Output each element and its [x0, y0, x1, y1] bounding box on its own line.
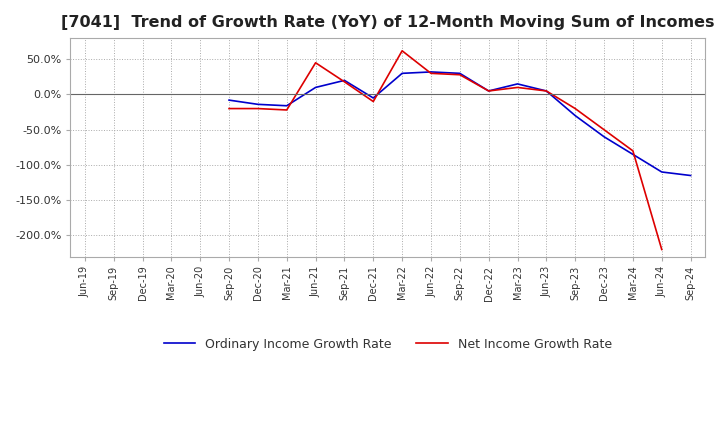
Net Income Growth Rate [225, 106, 233, 111]
Ordinary Income Growth Rate [369, 95, 377, 101]
Net Income Growth Rate [253, 106, 262, 111]
Ordinary Income Growth Rate [571, 113, 580, 118]
Net Income Growth Rate [571, 106, 580, 111]
Net Income Growth Rate [542, 88, 551, 94]
Ordinary Income Growth Rate [398, 71, 407, 76]
Ordinary Income Growth Rate [427, 69, 436, 74]
Net Income Growth Rate [427, 71, 436, 76]
Ordinary Income Growth Rate [629, 152, 637, 157]
Ordinary Income Growth Rate [311, 85, 320, 90]
Ordinary Income Growth Rate [225, 98, 233, 103]
Net Income Growth Rate [513, 85, 522, 90]
Net Income Growth Rate [398, 48, 407, 53]
Ordinary Income Growth Rate [542, 88, 551, 94]
Net Income Growth Rate [629, 148, 637, 154]
Line: Net Income Growth Rate: Net Income Growth Rate [229, 51, 662, 249]
Net Income Growth Rate [657, 247, 666, 252]
Ordinary Income Growth Rate [600, 134, 608, 139]
Ordinary Income Growth Rate [513, 81, 522, 87]
Ordinary Income Growth Rate [686, 173, 695, 178]
Net Income Growth Rate [456, 72, 464, 77]
Line: Ordinary Income Growth Rate: Ordinary Income Growth Rate [229, 72, 690, 176]
Ordinary Income Growth Rate [456, 71, 464, 76]
Net Income Growth Rate [600, 127, 608, 132]
Net Income Growth Rate [282, 107, 291, 113]
Net Income Growth Rate [340, 79, 348, 84]
Title: [7041]  Trend of Growth Rate (YoY) of 12-Month Moving Sum of Incomes: [7041] Trend of Growth Rate (YoY) of 12-… [61, 15, 714, 30]
Net Income Growth Rate [485, 88, 493, 94]
Ordinary Income Growth Rate [253, 102, 262, 107]
Ordinary Income Growth Rate [282, 103, 291, 108]
Ordinary Income Growth Rate [485, 88, 493, 94]
Ordinary Income Growth Rate [340, 78, 348, 83]
Net Income Growth Rate [311, 60, 320, 66]
Legend: Ordinary Income Growth Rate, Net Income Growth Rate: Ordinary Income Growth Rate, Net Income … [158, 333, 617, 356]
Ordinary Income Growth Rate [657, 169, 666, 175]
Net Income Growth Rate [369, 99, 377, 104]
